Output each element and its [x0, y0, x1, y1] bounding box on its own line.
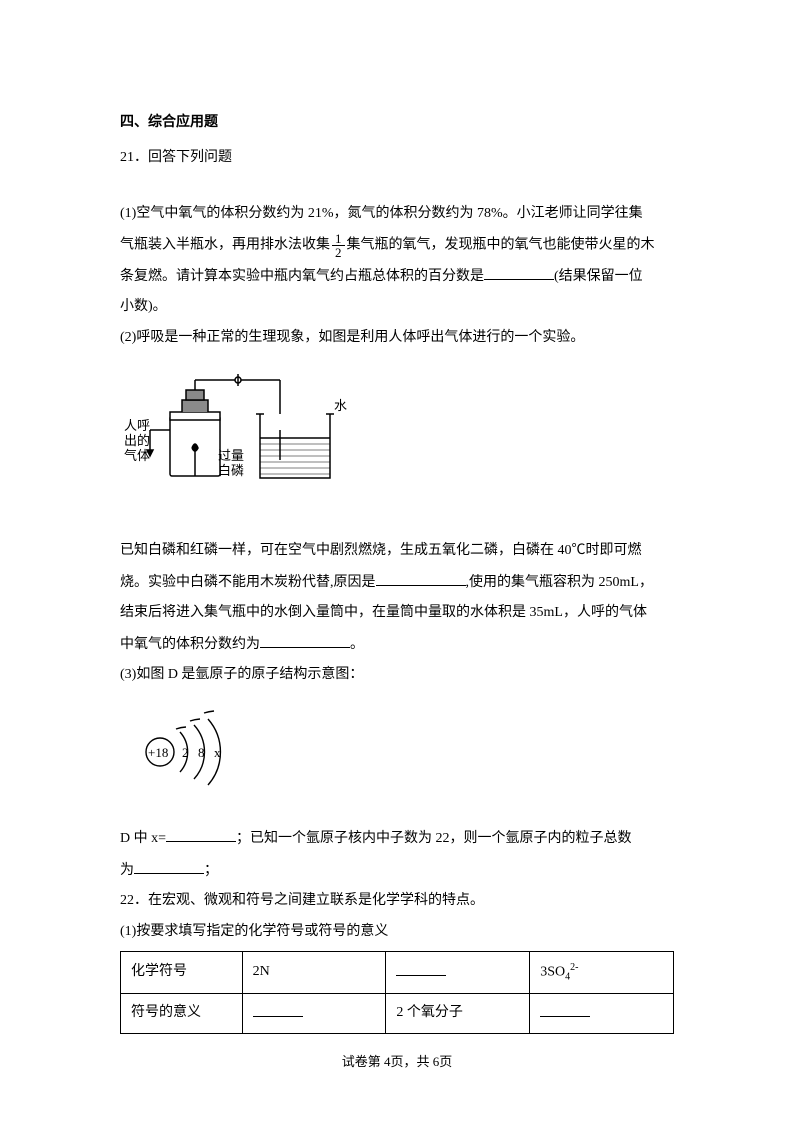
table-row: 符号的意义 2 个氧分子 [121, 993, 674, 1033]
text-segment: D 中 x= [120, 831, 166, 846]
table-cell-header: 符号的意义 [121, 993, 243, 1033]
text-segment: 烧。实验中白磷不能用木炭粉代替,原因是 [120, 575, 376, 590]
table-cell-blank[interactable] [242, 993, 386, 1033]
atom-diagram: +18 2 8 x [120, 697, 674, 798]
q21-p5-line1: D 中 x= ；已知一个氩原子核内中子数为 22，则一个氩原子内的粒子总数 [120, 825, 674, 852]
q21-p1-line2: 气瓶装入半瓶水，再用排水法收集12集气瓶的氧气，发现瓶中的氧气也能使带火星的木 [120, 232, 674, 259]
table-cell-blank[interactable] [386, 952, 530, 993]
q21-p3-line4: 中氧气的体积分数约为 。 [120, 631, 674, 658]
blank-input[interactable] [484, 263, 554, 280]
text-segment: 为 [120, 863, 134, 878]
text-segment: 条复燃。请计算本实验中瓶内氧气约占瓶总体积的百分数是 [120, 269, 484, 284]
atom-shell-2: 8 [198, 745, 205, 760]
fraction-half: 12 [332, 232, 345, 259]
table-cell-blank[interactable] [530, 993, 674, 1033]
blank-input[interactable] [134, 857, 204, 874]
q22-number: 22． [120, 893, 148, 908]
fraction-num: 1 [332, 232, 345, 246]
q21-p1-line1: (1)空气中氧气的体积分数约为 21%，氮气的体积分数约为 78%。小江老师让同… [120, 201, 674, 228]
atom-shell-3: x [214, 745, 221, 760]
q21-p1-line4: 小数)。 [120, 294, 674, 321]
q21-p5-line2: 为； [120, 857, 674, 884]
text-segment: (结果保留一位 [554, 269, 643, 284]
q21-p3-line1: 已知白磷和红磷一样，可在空气中剧烈燃烧，生成五氧化二磷，白磷在 40℃时即可燃 [120, 538, 674, 565]
q21-prompt: 回答下列问题 [148, 150, 232, 165]
blank-input[interactable] [540, 1000, 590, 1017]
q21-p4: (3)如图 D 是氩原子的原子结构示意图： [120, 662, 674, 689]
spacer [120, 175, 674, 201]
blank-input[interactable] [253, 1000, 303, 1017]
diagram-label-left3: 气体 [124, 448, 150, 463]
diagram-label-left2: 出的 [124, 433, 150, 448]
text-segment: 集气瓶的氧气，发现瓶中的氧气也能使带火星的木 [347, 238, 655, 253]
q21-p3-line2: 烧。实验中白磷不能用木炭粉代替,原因是 ,使用的集气瓶容积为 250mL， [120, 569, 674, 596]
table-cell-header: 化学符号 [121, 952, 243, 993]
q21-p3-line3: 结束后将进入集气瓶中的水倒入量筒中，在量筒中量取的水体积是 35mL，人呼的气体 [120, 600, 674, 627]
blank-input[interactable] [260, 631, 350, 648]
text-segment: 气瓶装入半瓶水，再用排水法收集 [120, 238, 330, 253]
atom-center: +18 [148, 745, 168, 760]
text-segment: ；已知一个氩原子核内中子数为 22，则一个氩原子内的粒子总数 [236, 831, 632, 846]
page-footer: 试卷第 4页，共 6页 [0, 1050, 794, 1075]
q22-p1: (1)按要求填写指定的化学符号或符号的意义 [120, 919, 674, 946]
diagram-label-left1: 人呼 [124, 418, 150, 433]
diagram-label-mid1: 过量 [218, 448, 244, 463]
spacer [120, 805, 674, 825]
q21-line: 21．回答下列问题 [120, 145, 674, 172]
table-cell: 2 个氧分子 [386, 993, 530, 1033]
text-segment: 3SO [540, 965, 565, 980]
q21-p1-line3: 条复燃。请计算本实验中瓶内氧气约占瓶总体积的百分数是 (结果保留一位 [120, 263, 674, 290]
table-cell: 3SO42- [530, 952, 674, 993]
superscript: 2- [570, 962, 578, 973]
blank-input[interactable] [166, 825, 236, 842]
text-segment: 。 [350, 637, 364, 652]
experiment-diagram: 人呼 出的 气体 过量 白磷 水 [120, 360, 674, 511]
spacer [120, 518, 674, 538]
q22-lead: 在宏观、微观和符号之间建立联系是化学学科的特点。 [148, 893, 484, 908]
text-segment: ,使用的集气瓶容积为 250mL， [466, 575, 653, 590]
text-segment: ； [204, 863, 218, 878]
table-row: 化学符号 2N 3SO42- [121, 952, 674, 993]
section-title: 四、综合应用题 [120, 110, 674, 137]
fraction-den: 2 [332, 246, 345, 259]
blank-input[interactable] [376, 569, 466, 586]
subscript: 4 [565, 972, 570, 983]
diagram-label-mid2: 白磷 [218, 463, 244, 478]
q21-number: 21． [120, 150, 148, 165]
diagram-label-right: 水 [334, 398, 347, 413]
atom-shell-1: 2 [182, 745, 189, 760]
text-segment: 中氧气的体积分数约为 [120, 637, 260, 652]
symbol-table: 化学符号 2N 3SO42- 符号的意义 2 个氧分子 [120, 951, 674, 1034]
table-cell: 2N [242, 952, 386, 993]
blank-input[interactable] [396, 959, 446, 976]
q22-line: 22．在宏观、微观和符号之间建立联系是化学学科的特点。 [120, 888, 674, 915]
q21-p2: (2)呼吸是一种正常的生理现象，如图是利用人体呼出气体进行的一个实验。 [120, 325, 674, 352]
